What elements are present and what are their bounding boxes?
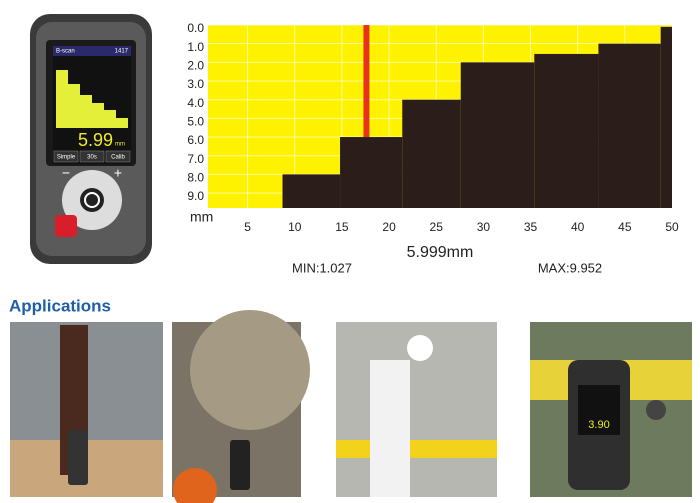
- y-tick-label: 4.0: [187, 96, 204, 110]
- b-scan-chart: 5 10 15 20 25 30 35 40 45 50 0.0 1.0 2.0 3.0 4.0 5.0 6.0…: [187, 21, 679, 275]
- x-tick-label: 30: [477, 220, 491, 234]
- x-tick-label: 15: [335, 220, 349, 234]
- y-tick-label: 6.0: [187, 133, 204, 147]
- y-tick-label: 0.0: [187, 21, 204, 35]
- cursor-label: 5.999mm: [407, 244, 474, 261]
- max-label: MAX:9.952: [538, 260, 602, 275]
- thickness-step: [340, 137, 403, 208]
- x-tick-label: 35: [524, 220, 538, 234]
- y-axis-label: mm: [190, 209, 213, 225]
- y-tick-label: 2.0: [187, 59, 204, 73]
- y-tick-label: 3.0: [187, 77, 204, 91]
- screen-button: 30s: [87, 155, 97, 161]
- x-tick-label: 20: [382, 220, 396, 234]
- svg-text:+: +: [114, 165, 122, 181]
- screen-button: Simple: [57, 155, 76, 161]
- photo: [10, 322, 163, 497]
- thickness-step: [598, 43, 661, 209]
- x-tick-label: 40: [571, 220, 585, 234]
- photo: 3.90: [530, 322, 692, 497]
- thickness-step: [460, 62, 535, 208]
- screen-title: B-scan: [56, 49, 75, 55]
- screen-unit: mm: [115, 142, 125, 148]
- photo: [172, 310, 310, 503]
- svg-text:−: −: [62, 165, 70, 181]
- x-tick-label: 10: [288, 220, 302, 234]
- y-tick-label: 9.0: [187, 189, 204, 203]
- x-tick-label: 50: [665, 220, 679, 234]
- thickness-step: [402, 99, 461, 208]
- thickness-step: [534, 53, 599, 208]
- y-tick-label: 1.0: [187, 40, 204, 54]
- photo: [336, 322, 497, 497]
- y-tick-label: 5.0: [187, 115, 204, 129]
- screen-button: Calib: [111, 155, 125, 161]
- x-tick-label: 25: [430, 220, 444, 234]
- screen-reading: 5.99: [78, 130, 113, 150]
- photo-screen-reading: 3.90: [588, 419, 609, 431]
- thickness-step: [660, 26, 672, 209]
- x-tick-label: 45: [618, 220, 632, 234]
- y-tick-label: 7.0: [187, 152, 204, 166]
- device: B-scan 1417 5.99 mm Simple 30s Calib − +: [30, 14, 152, 264]
- section-title: Applications: [9, 296, 111, 315]
- min-label: MIN:1.027: [292, 260, 352, 275]
- cursor: [363, 25, 370, 138]
- y-tick-label: 8.0: [187, 171, 204, 185]
- screen-status: 1417: [115, 49, 129, 55]
- x-tick-label: 5: [244, 220, 251, 234]
- thickness-step: [282, 174, 341, 208]
